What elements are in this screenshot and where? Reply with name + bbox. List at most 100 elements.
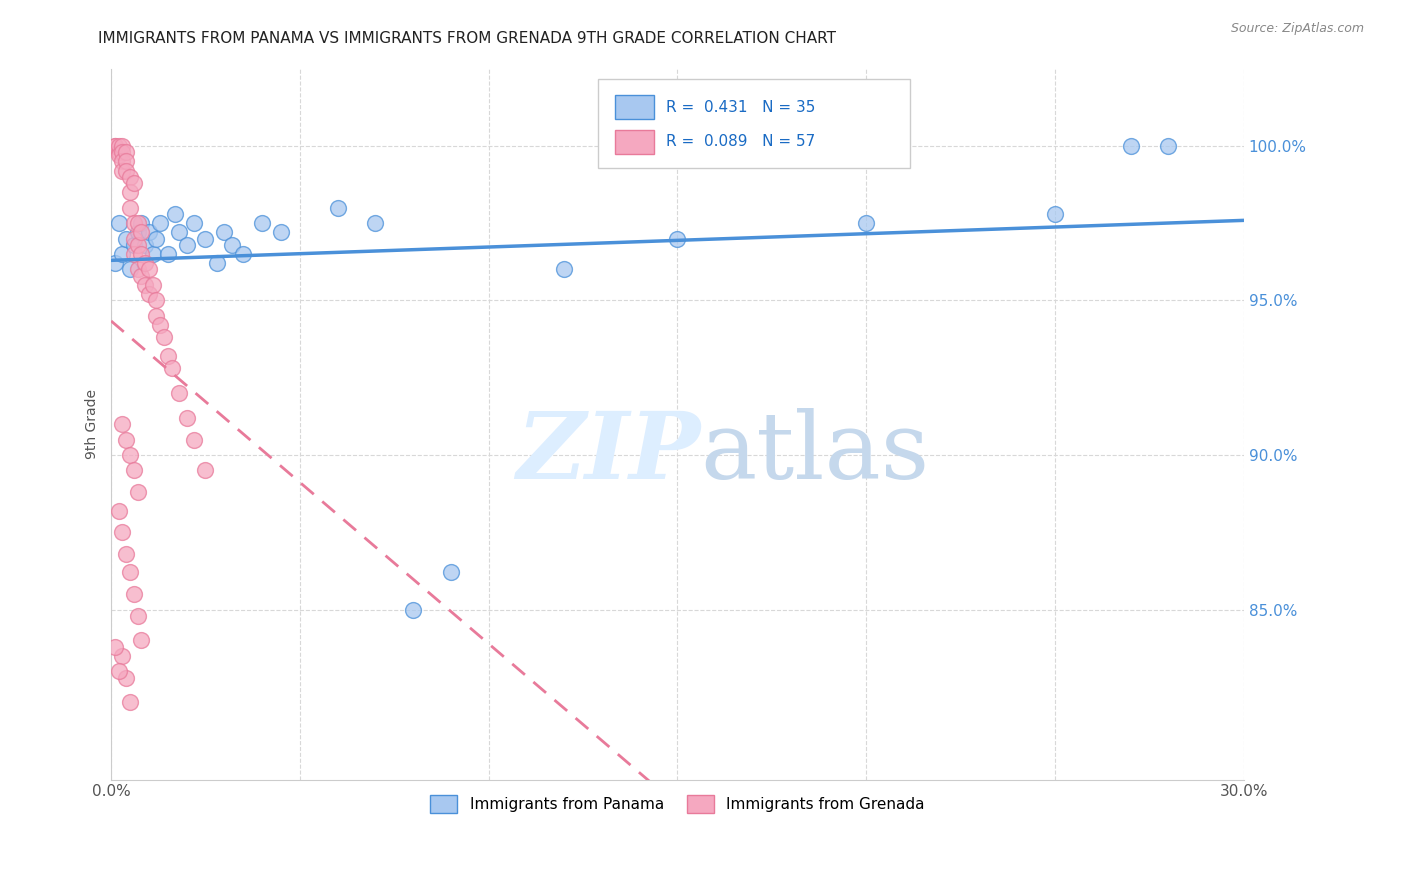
Point: [250, 216, 273, 230]
FancyBboxPatch shape: [616, 129, 654, 153]
Point: [553, 262, 575, 277]
Point: [115, 547, 138, 561]
Point: [127, 262, 149, 277]
Point: [115, 163, 138, 178]
Point: [111, 138, 134, 153]
Point: [149, 216, 172, 230]
Point: [111, 525, 134, 540]
Point: [111, 163, 134, 178]
Point: [111, 417, 134, 431]
Point: [165, 207, 187, 221]
FancyBboxPatch shape: [616, 95, 654, 120]
Point: [115, 145, 138, 159]
Point: [440, 566, 463, 580]
Point: [183, 433, 205, 447]
Point: [145, 293, 167, 308]
Point: [104, 138, 127, 153]
Point: [402, 602, 425, 616]
Point: [138, 287, 160, 301]
Point: [118, 448, 141, 462]
Point: [111, 145, 134, 159]
Point: [118, 185, 141, 199]
Point: [1043, 207, 1066, 221]
Point: [270, 226, 292, 240]
Point: [107, 665, 129, 679]
Point: [131, 216, 153, 230]
Point: [118, 695, 141, 709]
Point: [134, 277, 156, 292]
Point: [167, 386, 190, 401]
Point: [118, 201, 141, 215]
Point: [134, 256, 156, 270]
Point: [127, 237, 149, 252]
Point: [118, 566, 141, 580]
Point: [666, 231, 689, 245]
Point: [145, 309, 167, 323]
Point: [115, 671, 138, 685]
Point: [232, 247, 254, 261]
Point: [111, 154, 134, 169]
Point: [122, 463, 145, 477]
Text: R =  0.431   N = 35: R = 0.431 N = 35: [666, 100, 815, 115]
Point: [194, 463, 217, 477]
Point: [122, 216, 145, 230]
Point: [176, 410, 198, 425]
Point: [214, 226, 236, 240]
Point: [205, 256, 228, 270]
Point: [122, 237, 145, 252]
Point: [156, 349, 179, 363]
Point: [1119, 138, 1142, 153]
Point: [111, 648, 134, 663]
Legend: Immigrants from Panama, Immigrants from Grenada: Immigrants from Panama, Immigrants from …: [418, 783, 938, 825]
Point: [131, 247, 153, 261]
Text: ZIP: ZIP: [516, 408, 700, 498]
Point: [855, 216, 877, 230]
Point: [326, 201, 349, 215]
Point: [115, 433, 138, 447]
Point: [107, 138, 129, 153]
Point: [127, 485, 149, 500]
Point: [127, 608, 149, 623]
Point: [156, 247, 179, 261]
Point: [127, 216, 149, 230]
Point: [183, 216, 205, 230]
Point: [122, 587, 145, 601]
Point: [107, 216, 129, 230]
Point: [194, 231, 217, 245]
Text: Source: ZipAtlas.com: Source: ZipAtlas.com: [1230, 22, 1364, 36]
Point: [153, 330, 176, 344]
Point: [122, 176, 145, 190]
Point: [115, 154, 138, 169]
Point: [107, 148, 129, 162]
Point: [167, 226, 190, 240]
Point: [122, 231, 145, 245]
Point: [131, 268, 153, 283]
Point: [115, 231, 138, 245]
Y-axis label: 9th Grade: 9th Grade: [86, 389, 100, 459]
Text: IMMIGRANTS FROM PANAMA VS IMMIGRANTS FROM GRENADA 9TH GRADE CORRELATION CHART: IMMIGRANTS FROM PANAMA VS IMMIGRANTS FRO…: [98, 31, 837, 46]
Point: [138, 262, 160, 277]
Point: [176, 237, 198, 252]
Point: [131, 633, 153, 648]
Point: [134, 237, 156, 252]
Point: [131, 226, 153, 240]
Point: [145, 231, 167, 245]
Point: [160, 361, 183, 376]
Point: [118, 169, 141, 184]
Point: [118, 262, 141, 277]
Text: atlas: atlas: [700, 408, 929, 498]
Point: [142, 277, 165, 292]
Point: [111, 247, 134, 261]
Point: [104, 256, 127, 270]
Point: [138, 226, 160, 240]
Point: [221, 237, 243, 252]
Point: [142, 247, 165, 261]
Point: [122, 247, 145, 261]
Point: [104, 138, 127, 153]
Point: [104, 640, 127, 654]
Point: [107, 503, 129, 517]
Text: R =  0.089   N = 57: R = 0.089 N = 57: [666, 134, 815, 149]
FancyBboxPatch shape: [598, 79, 910, 168]
Point: [1157, 138, 1180, 153]
Point: [364, 216, 387, 230]
